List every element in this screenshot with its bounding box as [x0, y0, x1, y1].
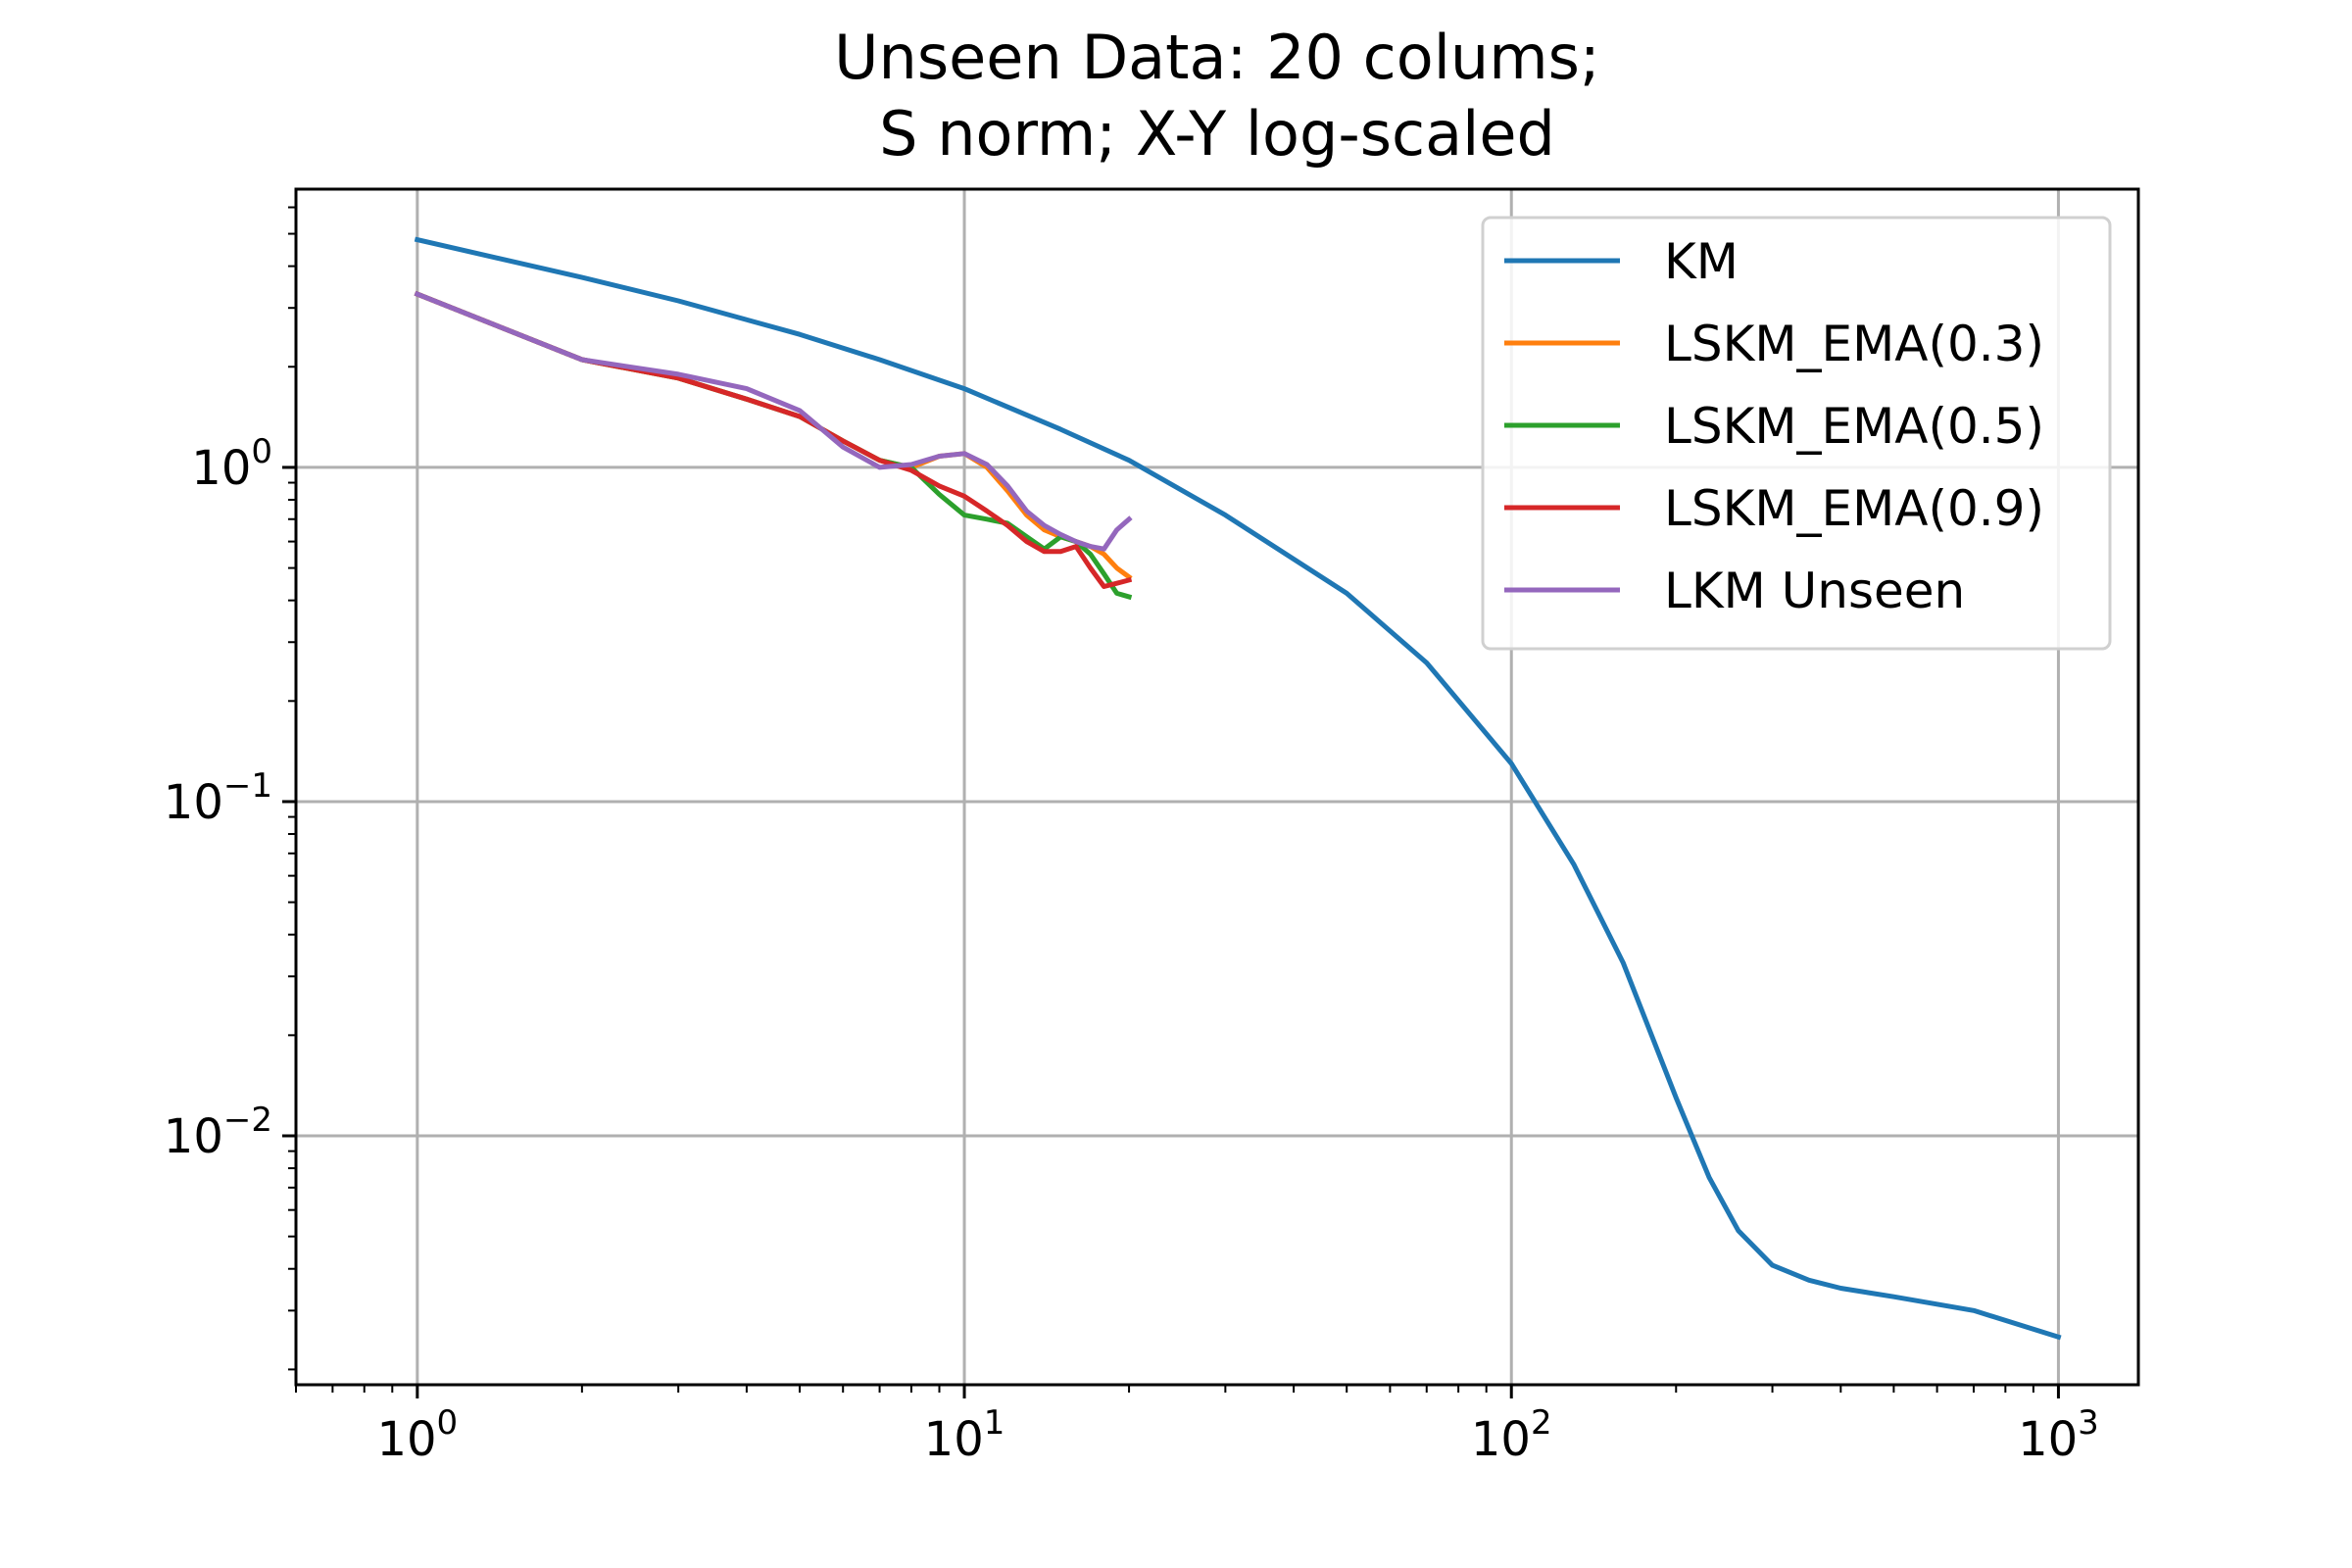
chart-title-line-2: S norm; X-Y log-scaled — [879, 98, 1555, 170]
y-tick-label: 10−2 — [164, 1101, 272, 1164]
x-tick-label: 100 — [376, 1403, 458, 1467]
x-tick-label: 103 — [2018, 1403, 2099, 1467]
x-tick-label: 101 — [924, 1403, 1005, 1467]
series-layer — [414, 236, 2062, 1341]
legend-label-lskm-ema-0-5: LSKM_EMA(0.5) — [1664, 398, 2044, 455]
chart-title-line-1: Unseen Data: 20 colums; — [834, 22, 1600, 93]
plot-frame — [294, 187, 2140, 1387]
legend-label-lskm-ema-0-3: LSKM_EMA(0.3) — [1664, 316, 2044, 372]
legend-box — [1481, 216, 2112, 651]
y-tick-label: 100 — [191, 432, 272, 496]
legend-label-lkm-unseen: LKM Unseen — [1664, 563, 1965, 619]
series-line-lskm-ema-0-9 — [414, 290, 1133, 589]
legend-label-km: KM — [1664, 233, 1739, 290]
legend: KM LSKM_EMA(0.3) LSKM_EMA(0.5) LSKM_EMA(0.9… — [1481, 216, 2112, 651]
legend-label-lskm-ema-0-9: LSKM_EMA(0.9) — [1664, 480, 2044, 537]
x-tick-label: 102 — [1471, 1403, 1552, 1467]
ticks-layer: 100 101 102 103 100 10−1 10−2 — [164, 206, 2099, 1467]
y-tick-label: 10−1 — [164, 766, 272, 830]
series-line-km — [414, 236, 2062, 1341]
series-line-lkm-unseen — [414, 290, 1133, 552]
